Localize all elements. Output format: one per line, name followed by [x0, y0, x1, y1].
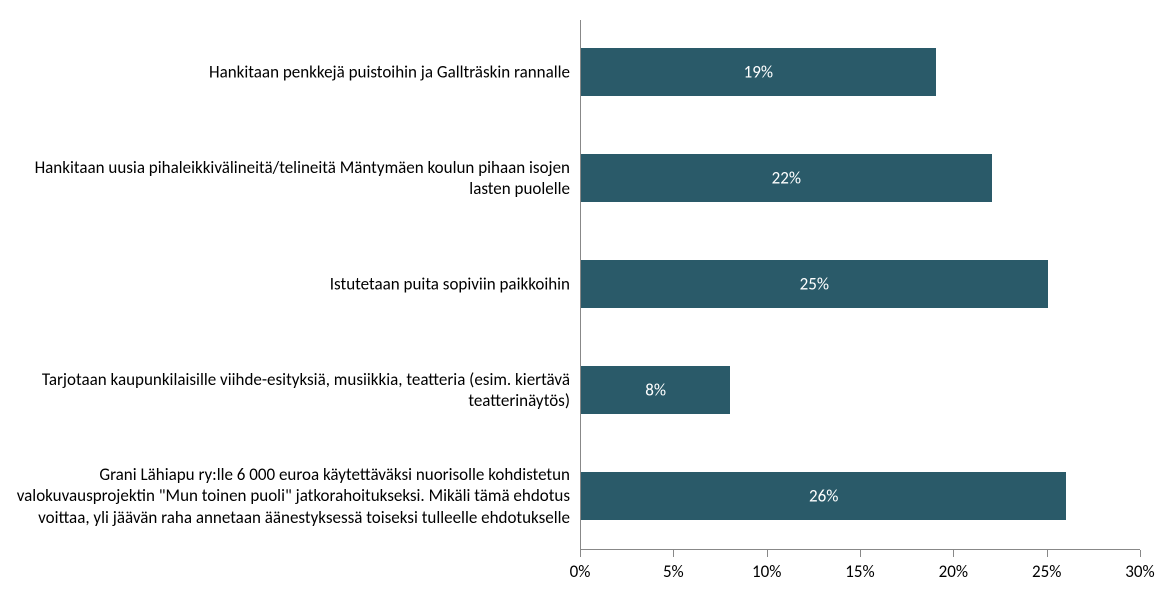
bar-value-label: 22% — [581, 168, 992, 189]
x-tick-label: 10% — [752, 561, 781, 582]
bars-container: 19% 22% 25% 8% 26% — [581, 20, 1140, 549]
x-tick-label: 5% — [663, 561, 684, 582]
y-axis-label: Hankitaan penkkejä puistoihin ja Gallträ… — [15, 61, 570, 82]
bar-value-label: 8% — [581, 380, 730, 401]
bar: 26% — [581, 472, 1066, 520]
bar: 8% — [581, 366, 730, 414]
y-axis-label: Tarjotaan kaupunkilaisille viihde-esityk… — [15, 369, 570, 412]
x-tick — [580, 550, 581, 557]
plot-area: 19% 22% 25% 8% 26% — [580, 20, 1140, 550]
x-axis: 0% 5% 10% 15% 20% 25% 30% — [580, 555, 1140, 585]
horizontal-bar-chart: 19% 22% 25% 8% 26% — [0, 0, 1162, 591]
bar-value-label: 26% — [581, 486, 1066, 507]
x-tick — [1140, 550, 1141, 557]
bar: 22% — [581, 154, 992, 202]
x-tick-label: 20% — [939, 561, 968, 582]
bar: 19% — [581, 48, 936, 96]
x-tick — [953, 550, 954, 557]
y-axis-label: Hankitaan uusia pihaleikkivälineitä/teli… — [15, 157, 570, 200]
x-tick — [1047, 550, 1048, 557]
bar-value-label: 25% — [581, 274, 1048, 295]
x-tick — [673, 550, 674, 557]
y-axis-label: Grani Lähiapu ry:lle 6 000 euroa käytett… — [15, 464, 570, 528]
y-axis-label: Istutetaan puita sopiviin paikkoihin — [15, 273, 570, 294]
x-tick-label: 25% — [1032, 561, 1061, 582]
bar-value-label: 19% — [581, 62, 936, 83]
x-tick-label: 0% — [570, 561, 591, 582]
bar: 25% — [581, 260, 1048, 308]
x-tick — [767, 550, 768, 557]
x-tick-label: 30% — [1125, 561, 1154, 582]
x-tick-label: 15% — [845, 561, 874, 582]
x-tick — [860, 550, 861, 557]
